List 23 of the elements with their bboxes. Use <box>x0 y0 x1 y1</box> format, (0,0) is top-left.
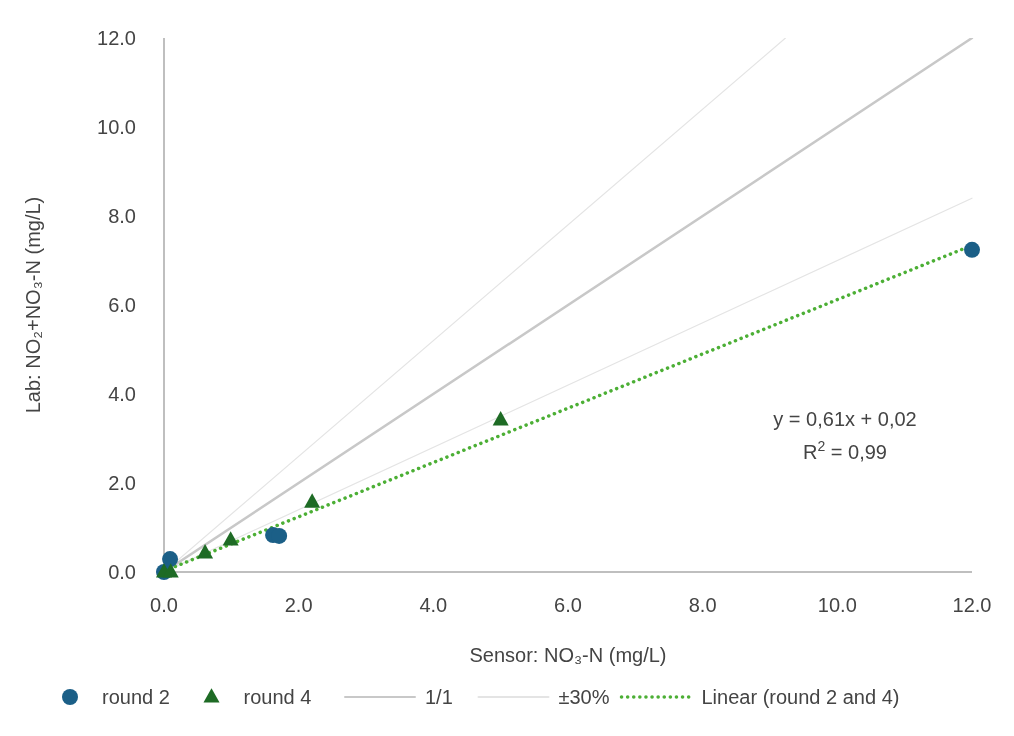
x-tick-label: 6.0 <box>554 594 582 616</box>
x-tick-label: 10.0 <box>817 594 857 616</box>
x-tick-label: 2.0 <box>284 594 313 616</box>
y-axis-title: Lab: NO₂+NO₃-N (mg/L) <box>22 196 44 414</box>
legend-label: ±30% <box>558 686 610 708</box>
annotation: y = 0,61x + 0,02 <box>773 408 917 430</box>
x-tick-label: 0.0 <box>150 594 178 616</box>
y-tick-label: 10.0 <box>97 116 136 138</box>
annotation: R$^{2}$ = 0,99 <box>803 438 887 463</box>
x-tick-label: 12.0 <box>952 594 992 616</box>
y-tick-label: 2.0 <box>108 472 136 494</box>
y-tick-label: 6.0 <box>108 294 136 316</box>
y-tick-label: 0.0 <box>108 561 136 583</box>
x-axis-title: Sensor: NO₃-N (mg/L) <box>469 644 667 666</box>
x-tick-label: 4.0 <box>419 594 448 616</box>
y-tick-label: 4.0 <box>108 383 136 405</box>
legend-label: Linear (round 2 and 4) <box>701 686 900 708</box>
legend-label: round 4 <box>243 686 312 708</box>
x-tick-label: 8.0 <box>688 594 717 616</box>
legend-label: round 2 <box>102 686 170 708</box>
legend-label: 1/1 <box>425 686 453 708</box>
y-tick-label: 12.0 <box>97 27 136 49</box>
y-tick-label: 8.0 <box>108 205 136 227</box>
